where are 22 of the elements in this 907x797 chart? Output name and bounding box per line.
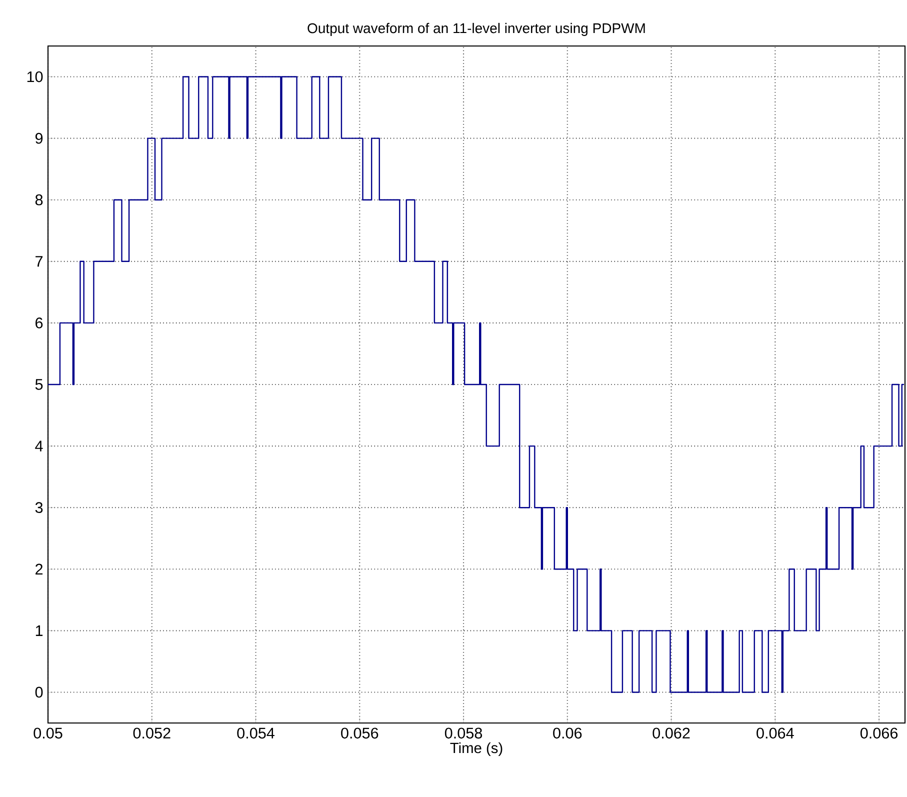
y-tick-label: 5	[35, 379, 43, 390]
y-tick-label: 2	[36, 564, 43, 574]
y-tick-label: 0	[35, 686, 43, 698]
x-tick-label: 0.066	[860, 728, 898, 739]
y-tick-label: 9	[35, 132, 43, 144]
y-tick-label: 4	[35, 440, 43, 452]
y-tick-label: 6	[36, 318, 43, 328]
x-tick-label: 0.056	[341, 728, 378, 739]
x-tick-label: 0.062	[652, 728, 690, 739]
x-tick-label: 0.064	[756, 728, 794, 739]
y-tick-label: 7	[36, 256, 43, 267]
y-tick-label: 3	[35, 502, 43, 514]
x-tick-label: 0.06	[553, 728, 582, 739]
x-tick-label: 0.054	[237, 728, 274, 739]
x-axis-title: Time (s)	[450, 742, 502, 756]
x-tick-label: 0.058	[444, 728, 482, 739]
y-tick-label: 8	[35, 194, 43, 206]
x-tick-label: 0.05	[34, 728, 62, 739]
x-tick-label: 0.052	[133, 728, 170, 739]
chart-title: Output waveform of an 11-level inverter using PDPWM	[308, 22, 645, 36]
y-tick-label: 1	[36, 625, 43, 636]
y-tick-label: 10	[27, 71, 43, 82]
